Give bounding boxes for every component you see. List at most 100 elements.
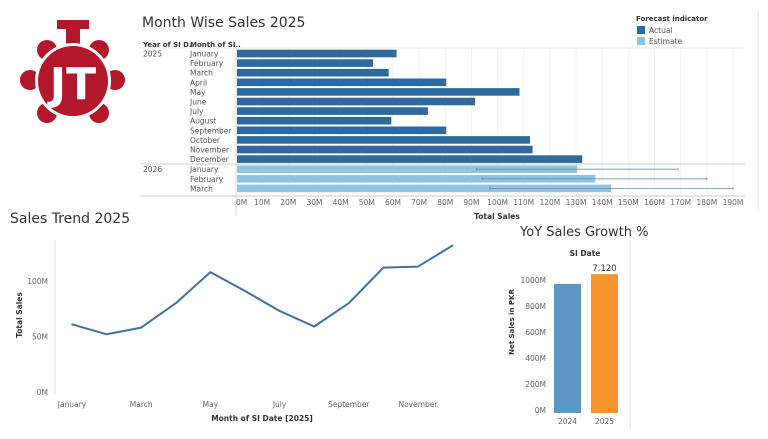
data-label: 7.120 (592, 264, 616, 274)
month-label: December (190, 155, 230, 164)
x-tick-label: 30M (306, 198, 322, 207)
bar-2025-june (237, 97, 476, 106)
month-label: April (190, 78, 207, 87)
bar-2026-march (237, 184, 612, 193)
month-label: March (190, 184, 213, 193)
data-point-february (105, 333, 108, 336)
x-tick-label: 20M (280, 198, 296, 207)
x-tick-label: May (203, 400, 219, 409)
y-tick-label: 0M (37, 388, 48, 397)
bar-2024 (554, 283, 581, 413)
x-tick-label: 120M (539, 198, 560, 207)
bar-2025-february (237, 59, 374, 67)
month-label: January (189, 165, 219, 174)
x-tick-label: 80M (437, 198, 453, 207)
year-label: 2026 (143, 165, 162, 174)
y-axis-title: Total Sales (15, 292, 24, 338)
y-tick-label: 200M (525, 380, 546, 389)
data-point-april (175, 302, 177, 305)
bar-2025-april (237, 78, 447, 87)
x-tick-label: 50M (359, 198, 375, 207)
chart-title: Month Wise Sales 2025 (142, 15, 305, 31)
data-point-august (313, 325, 316, 328)
data-point-july (278, 310, 281, 312)
row-header-year: Year of SI D.. (142, 41, 194, 49)
x-tick-label: 140M (592, 198, 613, 207)
month-label: November (190, 146, 230, 155)
y-tick-label: 1000M (520, 276, 546, 285)
bar-2026-february (237, 175, 596, 183)
y-tick-label: 100M (27, 277, 48, 286)
legend-item-actual: Actual (649, 26, 673, 35)
y-tick-label: 50M (32, 333, 48, 342)
data-point-may (209, 271, 212, 273)
data-point-june (244, 290, 246, 292)
chart-title: Sales Trend 2025 (10, 211, 130, 227)
data-point-october (382, 266, 385, 269)
month-label: February (190, 175, 224, 184)
x-tick-label: 190M (723, 198, 744, 207)
x-tick-label: July (272, 400, 287, 409)
year-label: 2025 (143, 50, 162, 59)
legend-title: Forecast indicator (636, 15, 708, 23)
bar-2025-september (237, 126, 447, 135)
data-point-march (140, 326, 142, 329)
bar-2025-november (237, 145, 533, 154)
x-tick-label: 180M (696, 198, 717, 207)
x-tick-label: 130M (566, 198, 587, 207)
x-axis-title: Month of SI Date [2025] (211, 414, 313, 423)
bar-2025-january (237, 49, 397, 58)
logo-lobe (20, 70, 40, 90)
x-tick-label: 70M (411, 198, 427, 207)
header-label: SI Date (570, 249, 601, 258)
data-point-november (417, 265, 419, 268)
month-label: February (190, 59, 224, 68)
x-tick-label: November (398, 400, 438, 409)
legend-swatch-actual (637, 26, 645, 34)
month-label: October (190, 136, 221, 145)
x-tick-label: 150M (618, 198, 639, 207)
x-tick-label: 2024 (558, 417, 577, 426)
data-point-january (71, 323, 73, 326)
x-tick-label: 170M (670, 198, 691, 207)
x-tick-label: 100M (487, 198, 508, 207)
legend-item-estimate: Estimate (649, 37, 683, 46)
logo-bar (57, 20, 89, 29)
y-tick-label: 400M (525, 354, 546, 363)
month-label: May (190, 88, 206, 97)
x-tick-label: 40M (333, 198, 349, 207)
bar-2025 (591, 274, 618, 413)
legend-swatch-estimate (637, 37, 645, 45)
logo-stem (66, 27, 80, 47)
x-tick-label: January (57, 400, 87, 409)
bar-2025-march (237, 68, 389, 77)
chart-title: YoY Sales Growth % (519, 225, 649, 240)
month-label: January (189, 50, 219, 59)
y-tick-label: 800M (525, 302, 546, 311)
bar-2026-january (237, 165, 578, 173)
row-header-month: Month of SI.. (190, 41, 241, 49)
bar-2025-august (237, 116, 392, 125)
y-tick-label: 600M (525, 328, 546, 337)
data-point-december (451, 244, 454, 247)
month-label: March (190, 69, 213, 78)
bar-2025-may (237, 88, 520, 96)
x-tick-label: 90M (463, 198, 479, 207)
x-tick-label: 10M (254, 198, 270, 207)
y-tick-label: 0M (535, 406, 546, 415)
x-tick-label: 2025 (595, 417, 614, 426)
bar-2025-october (237, 136, 530, 144)
y-axis-title: Net Sales in PKR (508, 289, 516, 355)
logo-text: JT (47, 59, 96, 110)
x-tick-label: 160M (644, 198, 665, 207)
x-tick-label: March (130, 400, 153, 409)
month-label: August (190, 117, 216, 126)
x-tick-label: 0M (236, 198, 247, 207)
data-point-september (348, 302, 350, 305)
month-label: July (189, 107, 204, 116)
x-tick-label: 60M (385, 198, 401, 207)
month-label: June (189, 98, 207, 107)
x-tick-label: 110M (513, 198, 534, 207)
bar-2025-december (237, 155, 583, 163)
